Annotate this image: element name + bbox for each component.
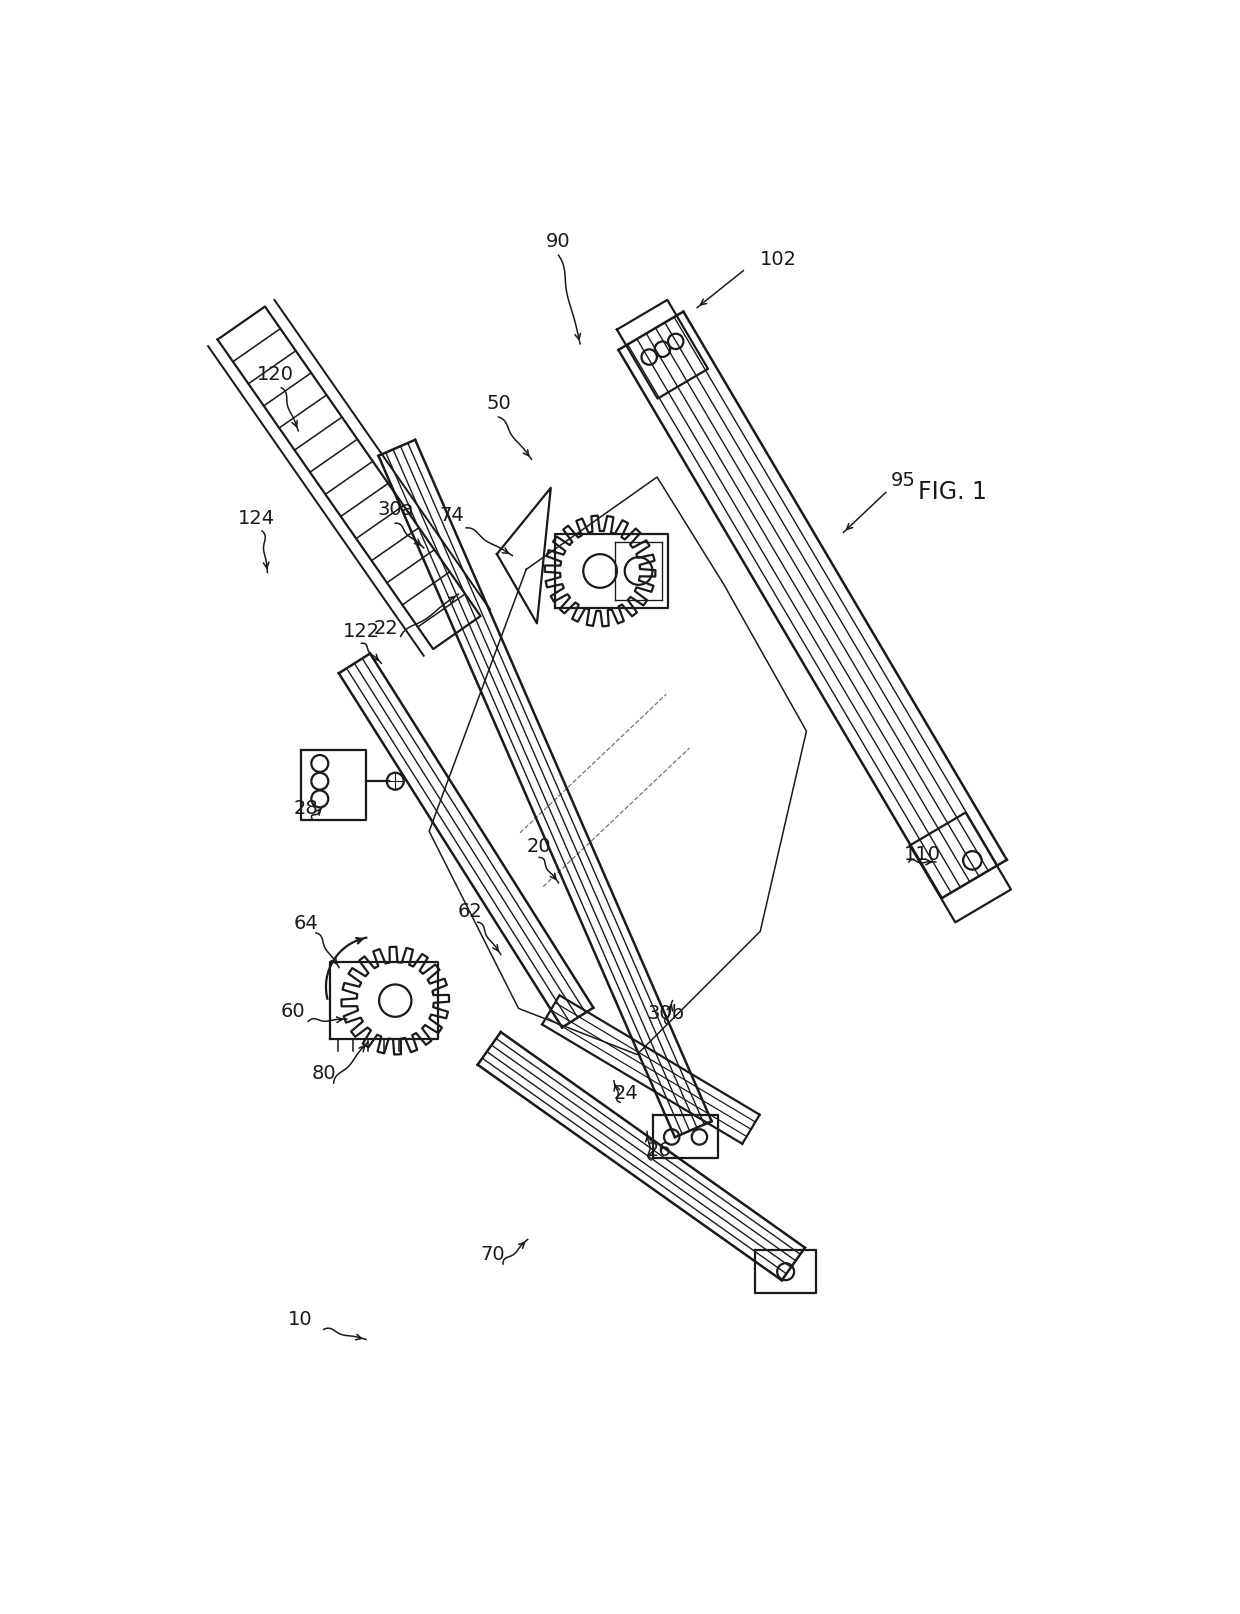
Text: 74: 74	[440, 507, 465, 525]
Text: 64: 64	[294, 914, 319, 933]
Text: 124: 124	[238, 508, 275, 528]
Text: 50: 50	[486, 394, 511, 413]
Text: 60: 60	[280, 1002, 305, 1022]
Text: 28: 28	[294, 799, 319, 818]
Text: 120: 120	[257, 365, 294, 384]
Text: 30b: 30b	[647, 1004, 684, 1023]
Text: 110: 110	[904, 844, 940, 863]
Text: 20: 20	[527, 838, 552, 855]
Text: 24: 24	[614, 1083, 639, 1102]
Text: 22: 22	[373, 620, 398, 638]
Text: 70: 70	[481, 1246, 506, 1264]
Text: 80: 80	[311, 1064, 336, 1083]
Text: 95: 95	[892, 471, 916, 489]
Text: 30a: 30a	[377, 500, 413, 518]
Text: 26: 26	[646, 1141, 671, 1159]
Text: 102: 102	[759, 250, 796, 268]
Text: 62: 62	[458, 902, 482, 922]
Text: 10: 10	[288, 1311, 312, 1328]
Text: 122: 122	[342, 621, 379, 641]
Text: FIG. 1: FIG. 1	[919, 481, 987, 505]
Text: 90: 90	[546, 232, 570, 250]
